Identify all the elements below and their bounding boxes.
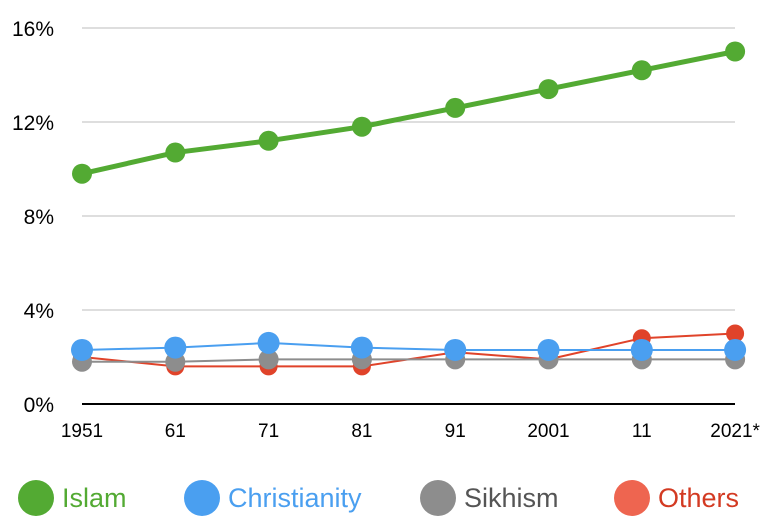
data-point-islam[interactable] [351,116,372,137]
x-tick-label: 91 [445,421,466,442]
series-layer [71,41,747,376]
series-line-islam [81,49,736,177]
legend-label-others: Others [658,482,740,513]
data-point-others[interactable] [726,324,745,343]
legend-label-christianity: Christianity [228,482,362,513]
data-point-islam[interactable] [72,163,92,184]
x-tick-label: 11 [632,421,652,442]
legend-item-sikhism[interactable]: Sikhism [420,472,559,524]
series-line-sikhism [82,358,736,363]
y-tick-label: 12% [12,112,54,135]
legend-item-christianity[interactable]: Christianity [184,472,362,524]
data-point-islam[interactable] [445,97,466,118]
x-axis-tick-labels: 1951 61 71 81 91 2001 11 2021* [61,421,761,442]
data-point-sikhism[interactable] [258,349,279,370]
x-tick-label: 1951 [61,421,103,442]
data-point-christianity[interactable] [164,336,187,359]
y-tick-label: 0% [24,394,54,417]
x-tick-label: 71 [258,421,279,442]
line-chart: 0% 4% 8% 12% 16% 1951 61 71 81 91 2001 11 2021* [12,18,761,442]
legend-item-others[interactable]: Others [614,472,739,524]
legend-swatch-sikhism [420,480,456,516]
data-point-christianity[interactable] [350,336,373,359]
legend-swatch-islam [18,480,54,516]
x-tick-label: 2001 [527,421,569,442]
series-islam [72,41,746,184]
data-point-islam[interactable] [258,130,279,151]
y-tick-label: 8% [24,206,54,229]
y-tick-label: 16% [12,18,54,41]
data-point-islam[interactable] [538,79,559,100]
data-point-islam[interactable] [631,60,652,81]
legend-swatch-christianity [184,480,220,516]
legend: Islam Christianity Sikhism Others [0,472,766,524]
data-point-christianity[interactable] [71,338,93,361]
x-tick-label: 2021* [710,421,760,442]
series-line-christianity [81,341,736,351]
data-point-islam[interactable] [725,41,746,62]
data-point-christianity[interactable] [724,338,747,361]
data-point-christianity[interactable] [630,338,653,361]
y-tick-label: 4% [24,300,54,323]
legend-item-islam[interactable]: Islam [18,472,127,524]
y-axis-tick-labels: 0% 4% 8% 12% 16% [12,18,54,417]
data-point-christianity[interactable] [537,338,560,361]
gridlines [82,27,735,405]
legend-label-sikhism: Sikhism [464,482,559,513]
legend-swatch-others [614,480,650,516]
series-christianity [71,331,747,361]
data-point-christianity[interactable] [444,338,467,361]
data-point-christianity[interactable] [257,331,280,354]
x-tick-label: 61 [165,421,186,442]
legend-label-islam: Islam [62,482,127,513]
data-point-islam[interactable] [165,142,186,163]
x-tick-label: 81 [351,421,372,442]
